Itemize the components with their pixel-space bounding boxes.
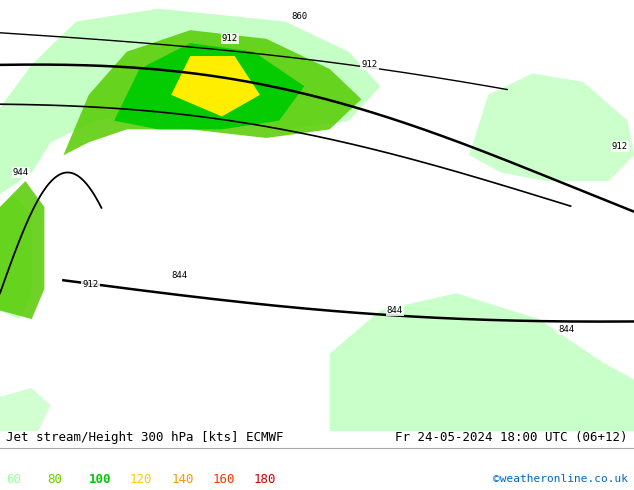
Text: 100: 100 [89,473,111,486]
Text: 80: 80 [48,473,63,486]
Text: 860: 860 [292,12,307,22]
Polygon shape [114,43,304,129]
Text: 912: 912 [361,60,377,69]
Text: Fr 24-05-2024 18:00 UTC (06+12): Fr 24-05-2024 18:00 UTC (06+12) [395,431,628,444]
Text: ©weatheronline.co.uk: ©weatheronline.co.uk [493,474,628,485]
Text: 912: 912 [612,142,628,151]
Polygon shape [0,194,32,319]
Polygon shape [330,293,634,431]
Text: 912: 912 [82,280,98,289]
Text: 944: 944 [13,168,29,176]
Polygon shape [0,388,51,431]
Polygon shape [469,74,634,181]
Text: 60: 60 [6,473,22,486]
Text: 844: 844 [558,325,574,334]
Text: Jet stream/Height 300 hPa [kts] ECMWF: Jet stream/Height 300 hPa [kts] ECMWF [6,431,284,444]
Polygon shape [0,181,44,319]
Text: 140: 140 [171,473,193,486]
Text: 120: 120 [130,473,152,486]
Text: 160: 160 [212,473,235,486]
Text: 180: 180 [254,473,276,486]
Polygon shape [63,30,361,155]
Text: 912: 912 [222,34,238,43]
Polygon shape [0,9,380,194]
Text: 844: 844 [387,306,403,315]
Text: 844: 844 [171,271,187,280]
Polygon shape [171,56,260,117]
